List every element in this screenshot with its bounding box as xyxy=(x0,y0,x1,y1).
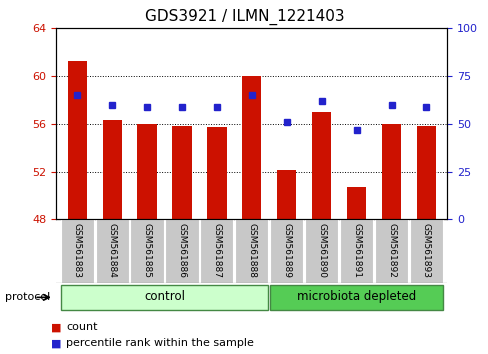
Bar xyxy=(102,120,122,219)
Bar xyxy=(416,126,435,219)
Text: ■: ■ xyxy=(51,338,61,348)
Text: GSM561886: GSM561886 xyxy=(177,223,186,278)
Text: GSM561889: GSM561889 xyxy=(282,223,291,278)
Bar xyxy=(207,127,226,219)
Text: percentile rank within the sample: percentile rank within the sample xyxy=(66,338,253,348)
Text: GDS3921 / ILMN_1221403: GDS3921 / ILMN_1221403 xyxy=(144,9,344,25)
Text: control: control xyxy=(144,290,184,303)
Bar xyxy=(409,219,442,283)
Bar xyxy=(67,61,87,219)
Text: microbiota depleted: microbiota depleted xyxy=(296,290,415,303)
Bar xyxy=(235,219,268,283)
Bar xyxy=(165,219,198,283)
Text: GSM561887: GSM561887 xyxy=(212,223,221,278)
Bar xyxy=(137,124,156,219)
Bar xyxy=(130,219,163,283)
Bar xyxy=(269,285,442,310)
Bar xyxy=(339,219,372,283)
Text: GSM561888: GSM561888 xyxy=(247,223,256,278)
Bar xyxy=(242,76,261,219)
Bar xyxy=(172,126,191,219)
Bar xyxy=(311,112,330,219)
Bar xyxy=(61,219,94,283)
Bar xyxy=(346,187,366,219)
Text: GSM561885: GSM561885 xyxy=(142,223,151,278)
Bar xyxy=(381,124,400,219)
Bar xyxy=(200,219,233,283)
Text: GSM561884: GSM561884 xyxy=(107,223,116,278)
Bar xyxy=(374,219,407,283)
Text: GSM561883: GSM561883 xyxy=(73,223,81,278)
Text: GSM561891: GSM561891 xyxy=(351,223,360,278)
Text: ■: ■ xyxy=(51,322,61,332)
Text: GSM561890: GSM561890 xyxy=(317,223,325,278)
Text: count: count xyxy=(66,322,97,332)
Bar xyxy=(95,219,128,283)
Text: protocol: protocol xyxy=(5,292,50,302)
Text: GSM561893: GSM561893 xyxy=(421,223,430,278)
Bar xyxy=(61,285,268,310)
Bar xyxy=(277,171,296,219)
Text: GSM561892: GSM561892 xyxy=(386,223,395,278)
Bar xyxy=(269,219,303,283)
Bar xyxy=(305,219,338,283)
